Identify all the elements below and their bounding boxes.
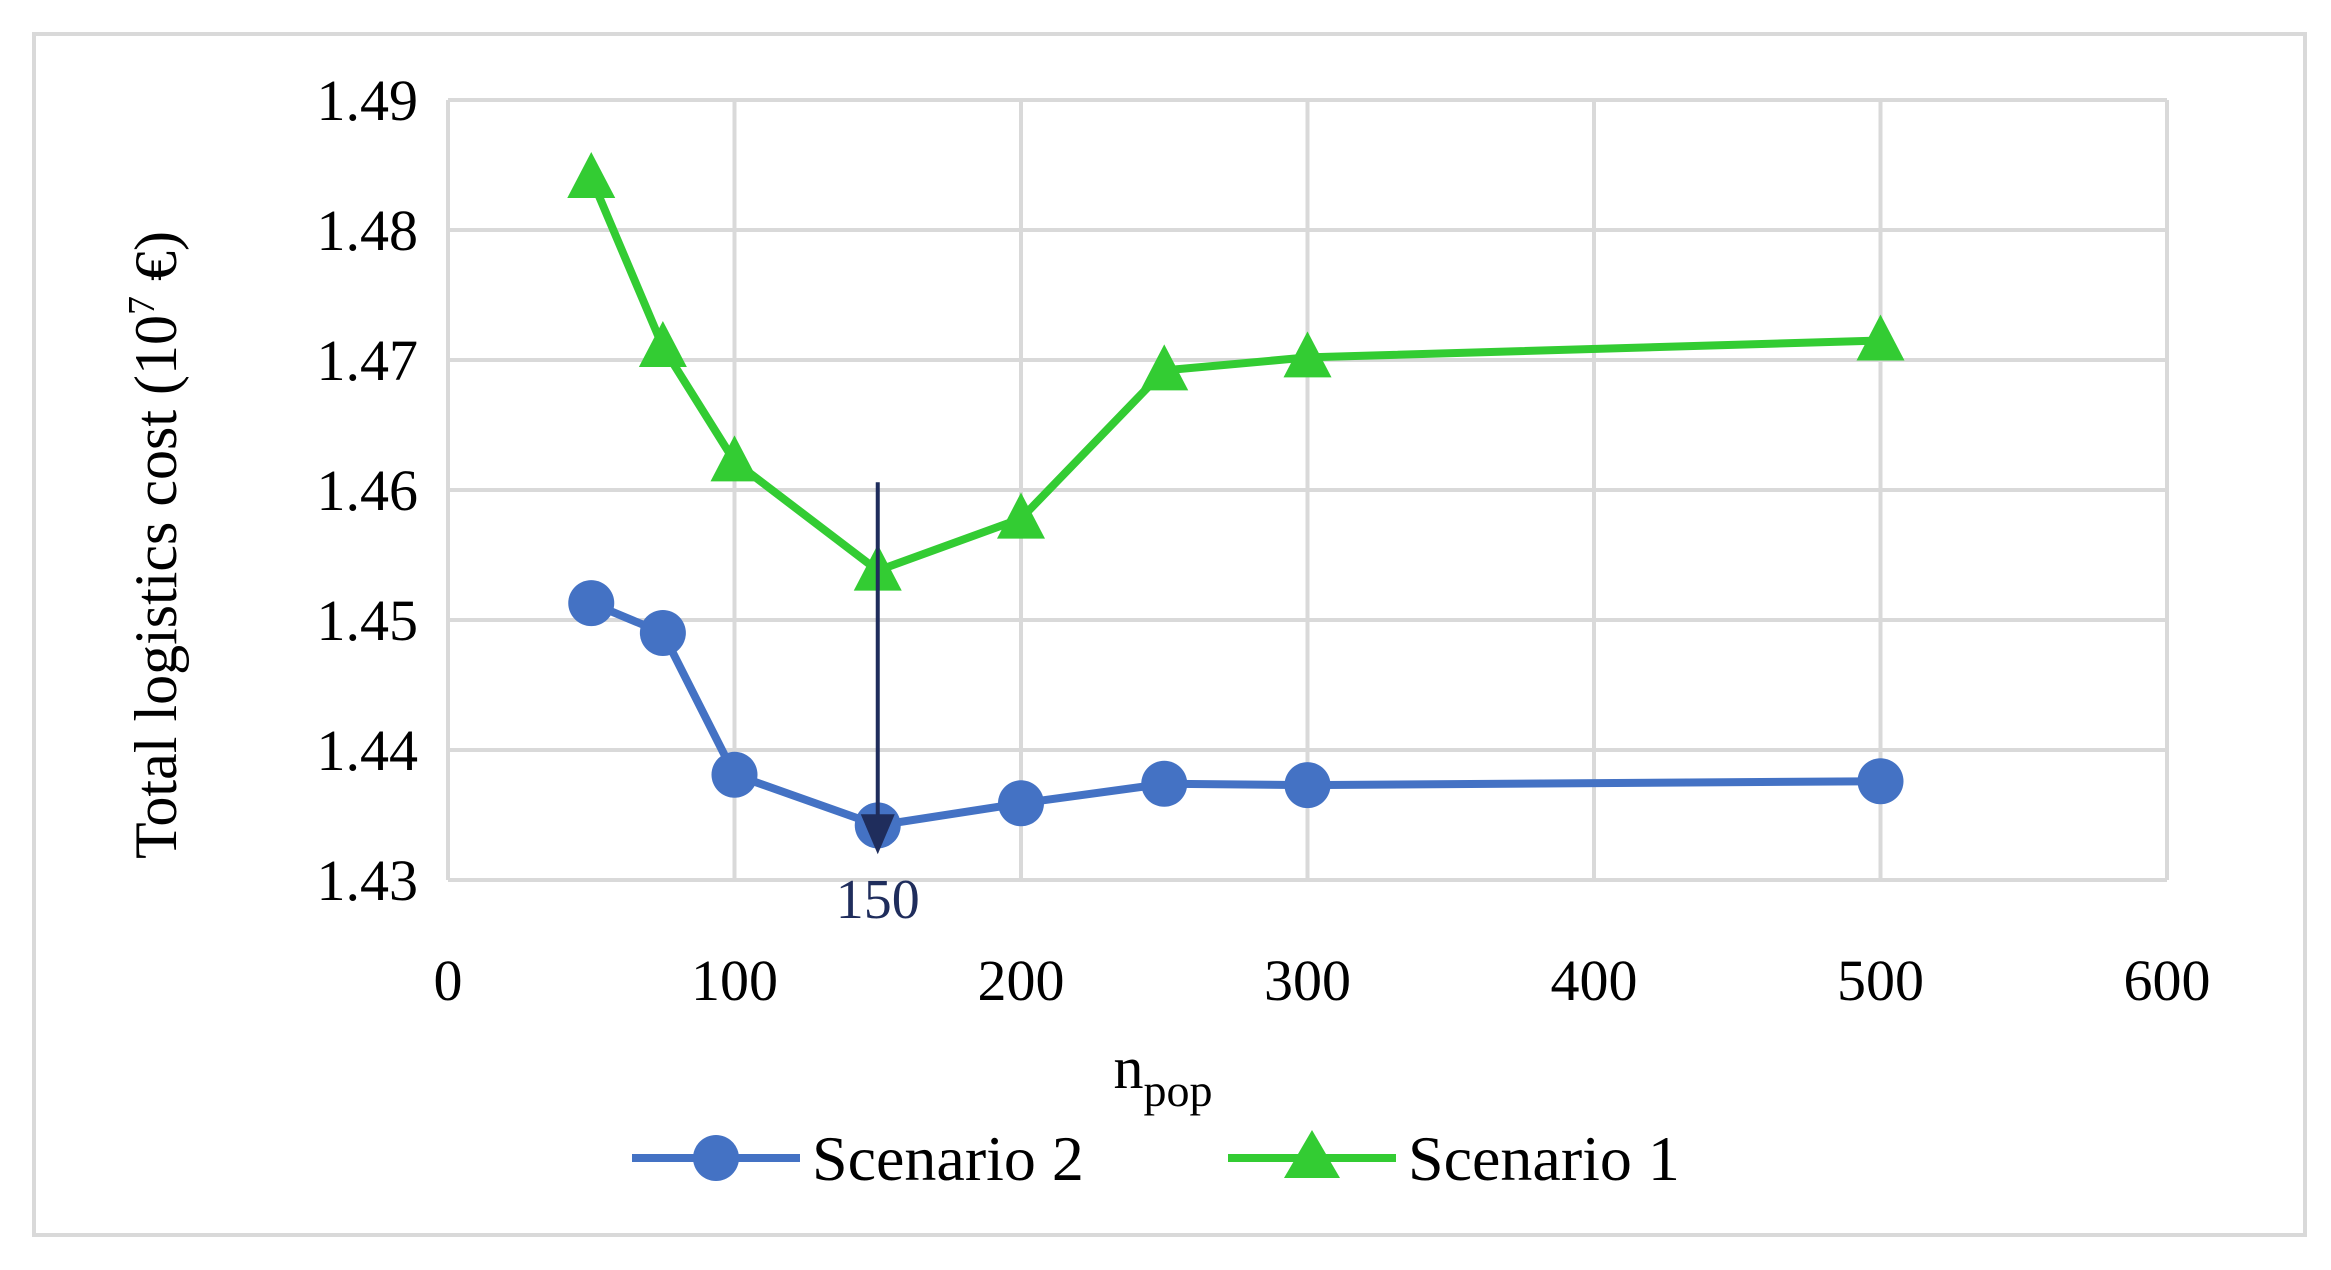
x-tick-label: 600 — [2124, 948, 2211, 1013]
data-point-scenario-2 — [568, 580, 615, 627]
data-point-scenario-2 — [711, 751, 758, 798]
annotation-layer: 150 — [836, 482, 920, 931]
chart-frame — [32, 32, 2307, 1237]
y-axis-label: Total logistics cost (107 €) — [121, 231, 189, 859]
y-tick-label: 1.46 — [317, 458, 419, 523]
legend-marker-scenario-1 — [1284, 1130, 1340, 1178]
series-layer — [567, 152, 1905, 849]
tick-layer: 1.43 1.44 1.45 1.46 1.47 1.48 1.49 0 100 200 300 40… — [317, 68, 2211, 1013]
y-tick-label: 1.45 — [317, 588, 419, 653]
y-tick-label: 1.43 — [317, 848, 419, 913]
x-axis-label: npop — [1114, 1035, 1213, 1116]
x-tick-label: 0 — [434, 948, 463, 1013]
legend-label-scenario-2: Scenario 2 — [812, 1123, 1084, 1194]
x-tick-label: 100 — [691, 948, 778, 1013]
data-point-scenario-1 — [1856, 314, 1905, 361]
y-tick-label: 1.44 — [317, 718, 419, 783]
data-point-scenario-1 — [710, 435, 759, 482]
data-point-scenario-2 — [1284, 762, 1331, 809]
annotation-label: 150 — [836, 869, 920, 931]
y-axis-label-superscript: 7 — [121, 296, 163, 315]
data-point-scenario-2 — [998, 780, 1044, 827]
legend-label-scenario-1: Scenario 1 — [1408, 1123, 1680, 1194]
x-tick-label: 200 — [978, 948, 1065, 1013]
data-point-scenario-1 — [1283, 331, 1332, 378]
data-point-scenario-1 — [567, 152, 616, 198]
data-point-scenario-1 — [1140, 344, 1189, 391]
data-point-scenario-2 — [1141, 760, 1188, 807]
legend: Scenario 2 Scenario 1 — [632, 1123, 1680, 1194]
data-point-scenario-1 — [638, 321, 687, 367]
y-tick-label: 1.47 — [317, 328, 419, 393]
grid-layer — [446, 98, 2169, 882]
x-axis-label-subscript: pop — [1144, 1065, 1213, 1116]
y-tick-label: 1.48 — [317, 198, 419, 263]
annotation-arrowhead — [860, 814, 895, 855]
x-tick-label: 500 — [1837, 948, 1924, 1013]
data-point-scenario-1 — [997, 492, 1045, 539]
x-tick-label: 400 — [1551, 948, 1638, 1013]
data-point-scenario-2 — [639, 610, 686, 656]
legend-marker-scenario-2 — [693, 1135, 739, 1181]
series-line-scenario-2 — [589, 599, 1881, 830]
x-tick-label: 300 — [1264, 948, 1351, 1013]
data-point-scenario-2 — [1857, 758, 1904, 805]
series-line-scenario-1 — [587, 176, 1881, 575]
y-tick-label: 1.49 — [317, 68, 419, 133]
